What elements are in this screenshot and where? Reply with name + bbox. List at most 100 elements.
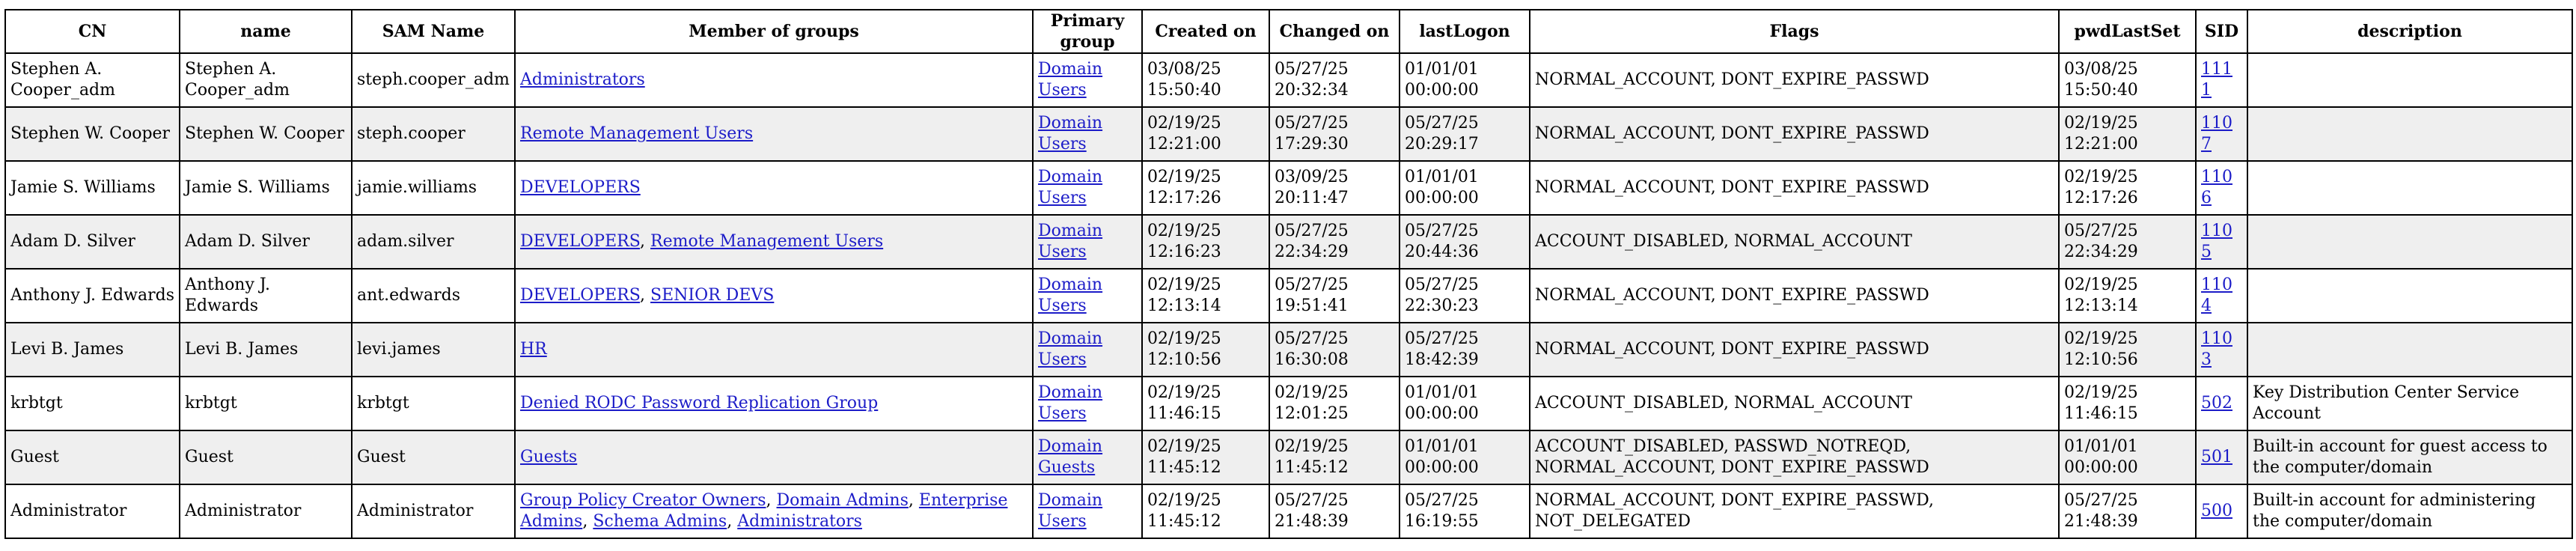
primary-group-link[interactable]: Domain Guests bbox=[1038, 437, 1103, 477]
sid-link[interactable]: 502 bbox=[2201, 394, 2232, 413]
cell-description: Built-in account for administering the c… bbox=[2247, 484, 2573, 539]
cell-last-logon: 01/01/01 00:00:00 bbox=[1399, 52, 1530, 108]
group-link[interactable]: Administrators bbox=[737, 512, 862, 531]
cell-name: Administrator bbox=[179, 484, 352, 539]
primary-group-link[interactable]: Domain Users bbox=[1038, 383, 1103, 423]
primary-group-link[interactable]: Domain Users bbox=[1038, 222, 1103, 261]
cell-sam-name: Administrator bbox=[351, 484, 516, 539]
cell-sid: 1107 bbox=[2195, 106, 2248, 162]
sid-link[interactable]: 1105 bbox=[2201, 222, 2232, 261]
table-header-row: CN name SAM Name Member of groups Primar… bbox=[4, 9, 2573, 54]
cell-name: Stephen W. Cooper bbox=[179, 106, 352, 162]
cell-primary-group: Domain Users bbox=[1032, 160, 1143, 216]
cell-sid: 1111 bbox=[2195, 52, 2248, 108]
group-link[interactable]: DEVELOPERS bbox=[520, 178, 641, 197]
cell-name: krbtgt bbox=[179, 376, 352, 431]
cell-created-on: 02/19/25 12:16:23 bbox=[1141, 214, 1270, 270]
cell-sam-name: krbtgt bbox=[351, 376, 516, 431]
cell-pwd-last-set: 05/27/25 21:48:39 bbox=[2058, 484, 2197, 539]
column-header-created-on: Created on bbox=[1141, 9, 1270, 54]
cell-primary-group: Domain Users bbox=[1032, 268, 1143, 323]
cell-name: Jamie S. Williams bbox=[179, 160, 352, 216]
cell-last-logon: 05/27/25 18:42:39 bbox=[1399, 322, 1530, 377]
cell-sam-name: ant.edwards bbox=[351, 268, 516, 323]
cell-description bbox=[2247, 214, 2573, 270]
primary-group-link[interactable]: Domain Users bbox=[1038, 329, 1103, 369]
cell-member-of-groups: DEVELOPERS, Remote Management Users bbox=[514, 214, 1034, 270]
primary-group-link[interactable]: Domain Users bbox=[1038, 60, 1103, 100]
group-link[interactable]: Administrators bbox=[520, 70, 645, 89]
column-header-flags: Flags bbox=[1529, 9, 2060, 54]
cell-cn: Jamie S. Williams bbox=[4, 160, 180, 216]
cell-flags: NORMAL_ACCOUNT, DONT_EXPIRE_PASSWD bbox=[1529, 160, 2060, 216]
cell-sam-name: steph.cooper bbox=[351, 106, 516, 162]
group-link[interactable]: Remote Management Users bbox=[520, 124, 754, 143]
column-header-changed-on: Changed on bbox=[1269, 9, 1400, 54]
sid-link[interactable]: 1106 bbox=[2201, 168, 2232, 207]
cell-last-logon: 05/27/25 20:44:36 bbox=[1399, 214, 1530, 270]
cell-sid: 1104 bbox=[2195, 268, 2248, 323]
cell-description: Built-in account for guest access to the… bbox=[2247, 430, 2573, 485]
cell-created-on: 02/19/25 12:10:56 bbox=[1141, 322, 1270, 377]
column-header-cn: CN bbox=[4, 9, 180, 54]
table-row: Stephen W. Cooper Stephen W. Cooper steph.… bbox=[4, 106, 2573, 162]
group-link[interactable]: Domain Admins bbox=[776, 491, 909, 510]
primary-group-link[interactable]: Domain Users bbox=[1038, 491, 1103, 531]
primary-group-link[interactable]: Domain Users bbox=[1038, 114, 1103, 153]
cell-changed-on: 05/27/25 21:48:39 bbox=[1269, 484, 1400, 539]
cell-created-on: 02/19/25 12:17:26 bbox=[1141, 160, 1270, 216]
group-separator: , bbox=[727, 512, 738, 531]
group-link[interactable]: Denied RODC Password Replication Group bbox=[520, 394, 879, 413]
column-header-last-logon: lastLogon bbox=[1399, 9, 1530, 54]
cell-description bbox=[2247, 160, 2573, 216]
cell-sid: 502 bbox=[2195, 376, 2248, 431]
cell-pwd-last-set: 02/19/25 11:46:15 bbox=[2058, 376, 2197, 431]
cell-description bbox=[2247, 106, 2573, 162]
sid-link[interactable]: 1104 bbox=[2201, 276, 2232, 315]
cell-changed-on: 05/27/25 16:30:08 bbox=[1269, 322, 1400, 377]
group-link[interactable]: DEVELOPERS bbox=[520, 232, 641, 251]
group-link[interactable]: SENIOR DEVS bbox=[650, 286, 775, 305]
cell-changed-on: 05/27/25 17:29:30 bbox=[1269, 106, 1400, 162]
group-link[interactable]: Guests bbox=[520, 448, 578, 466]
cell-cn: Guest bbox=[4, 430, 180, 485]
cell-sam-name: adam.silver bbox=[351, 214, 516, 270]
table-row: Anthony J. Edwards Anthony J. Edwards ant.… bbox=[4, 268, 2573, 323]
primary-group-link[interactable]: Domain Users bbox=[1038, 276, 1103, 315]
cell-cn: Anthony J. Edwards bbox=[4, 268, 180, 323]
sid-link[interactable]: 1103 bbox=[2201, 329, 2232, 369]
primary-group-link[interactable]: Domain Users bbox=[1038, 168, 1103, 207]
cell-name: Adam D. Silver bbox=[179, 214, 352, 270]
cell-created-on: 03/08/25 15:50:40 bbox=[1141, 52, 1270, 108]
sid-link[interactable]: 1107 bbox=[2201, 114, 2232, 153]
cell-changed-on: 03/09/25 20:11:47 bbox=[1269, 160, 1400, 216]
group-link[interactable]: Enterprise Admins bbox=[520, 491, 1008, 531]
group-separator: , bbox=[640, 286, 651, 305]
group-link[interactable]: Schema Admins bbox=[593, 512, 727, 531]
group-link[interactable]: DEVELOPERS bbox=[520, 286, 641, 305]
cell-pwd-last-set: 05/27/25 22:34:29 bbox=[2058, 214, 2197, 270]
cell-sam-name: Guest bbox=[351, 430, 516, 485]
cell-member-of-groups: Guests bbox=[514, 430, 1034, 485]
group-link[interactable]: Remote Management Users bbox=[650, 232, 884, 251]
table-row: Adam D. Silver Adam D. Silver adam.silver D… bbox=[4, 214, 2573, 270]
sid-link[interactable]: 501 bbox=[2201, 448, 2232, 466]
cell-sid: 1103 bbox=[2195, 322, 2248, 377]
group-separator: , bbox=[582, 512, 593, 531]
cell-cn: Administrator bbox=[4, 484, 180, 539]
group-link[interactable]: HR bbox=[520, 340, 547, 359]
sid-link[interactable]: 500 bbox=[2201, 502, 2232, 520]
cell-created-on: 02/19/25 11:45:12 bbox=[1141, 430, 1270, 485]
table-row: Guest Guest Guest Guests Domain Guests 02/19/… bbox=[4, 430, 2573, 485]
column-header-sam-name: SAM Name bbox=[351, 9, 516, 54]
sid-link[interactable]: 1111 bbox=[2201, 60, 2232, 100]
cell-cn: Stephen W. Cooper bbox=[4, 106, 180, 162]
cell-pwd-last-set: 02/19/25 12:10:56 bbox=[2058, 322, 2197, 377]
cell-last-logon: 01/01/01 00:00:00 bbox=[1399, 160, 1530, 216]
table-row: Levi B. James Levi B. James levi.james HR Do… bbox=[4, 322, 2573, 377]
group-link[interactable]: Group Policy Creator Owners bbox=[520, 491, 766, 510]
table-row: krbtgt krbtgt krbtgt Denied RODC Password R… bbox=[4, 376, 2573, 431]
cell-flags: NORMAL_ACCOUNT, DONT_EXPIRE_PASSWD, NOT_… bbox=[1529, 484, 2060, 539]
cell-created-on: 02/19/25 11:45:12 bbox=[1141, 484, 1270, 539]
cell-last-logon: 05/27/25 16:19:55 bbox=[1399, 484, 1530, 539]
